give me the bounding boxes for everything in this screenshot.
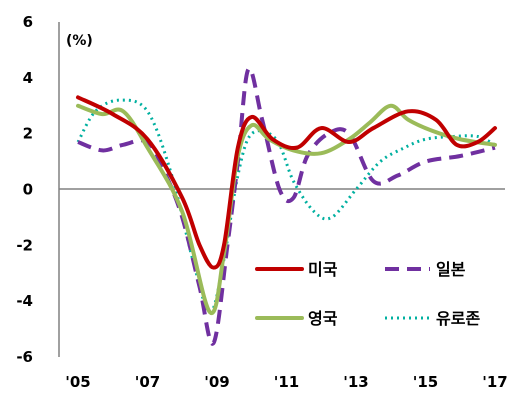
x-tick-label: '05 [65,373,90,391]
x-tick-label: '15 [413,373,438,391]
series-line [77,66,496,346]
y-tick-label: -2 [16,236,33,254]
y-tick-label: 2 [23,125,33,143]
series-line [76,95,497,270]
x-tick-label: '11 [274,373,299,391]
legend-label: 미국 [308,260,338,279]
x-tick-label: '07 [135,373,160,391]
y-tick-label: -4 [16,292,33,310]
x-tick-label: '13 [343,373,368,391]
legend-label: 유로존 [436,309,480,328]
legend-label: 영국 [308,309,338,328]
series-line [76,98,496,314]
y-tick-label: -6 [16,348,33,366]
x-tick-label: '17 [482,373,507,391]
x-tick-labels: '05 '07 '09 '11 '13 '15 '17 [65,373,507,391]
series-line [76,103,497,316]
y-tick-label: 4 [23,69,33,87]
y-tick-labels: 6 4 2 0 -2 -4 -6 [16,13,33,366]
series-layer [76,66,497,346]
x-tick-label: '09 [204,373,229,391]
legend-label: 일본 [436,260,466,279]
y-tick-label: 0 [23,181,33,199]
unit-label: (%) [66,33,93,49]
y-tick-label: 6 [23,13,33,31]
